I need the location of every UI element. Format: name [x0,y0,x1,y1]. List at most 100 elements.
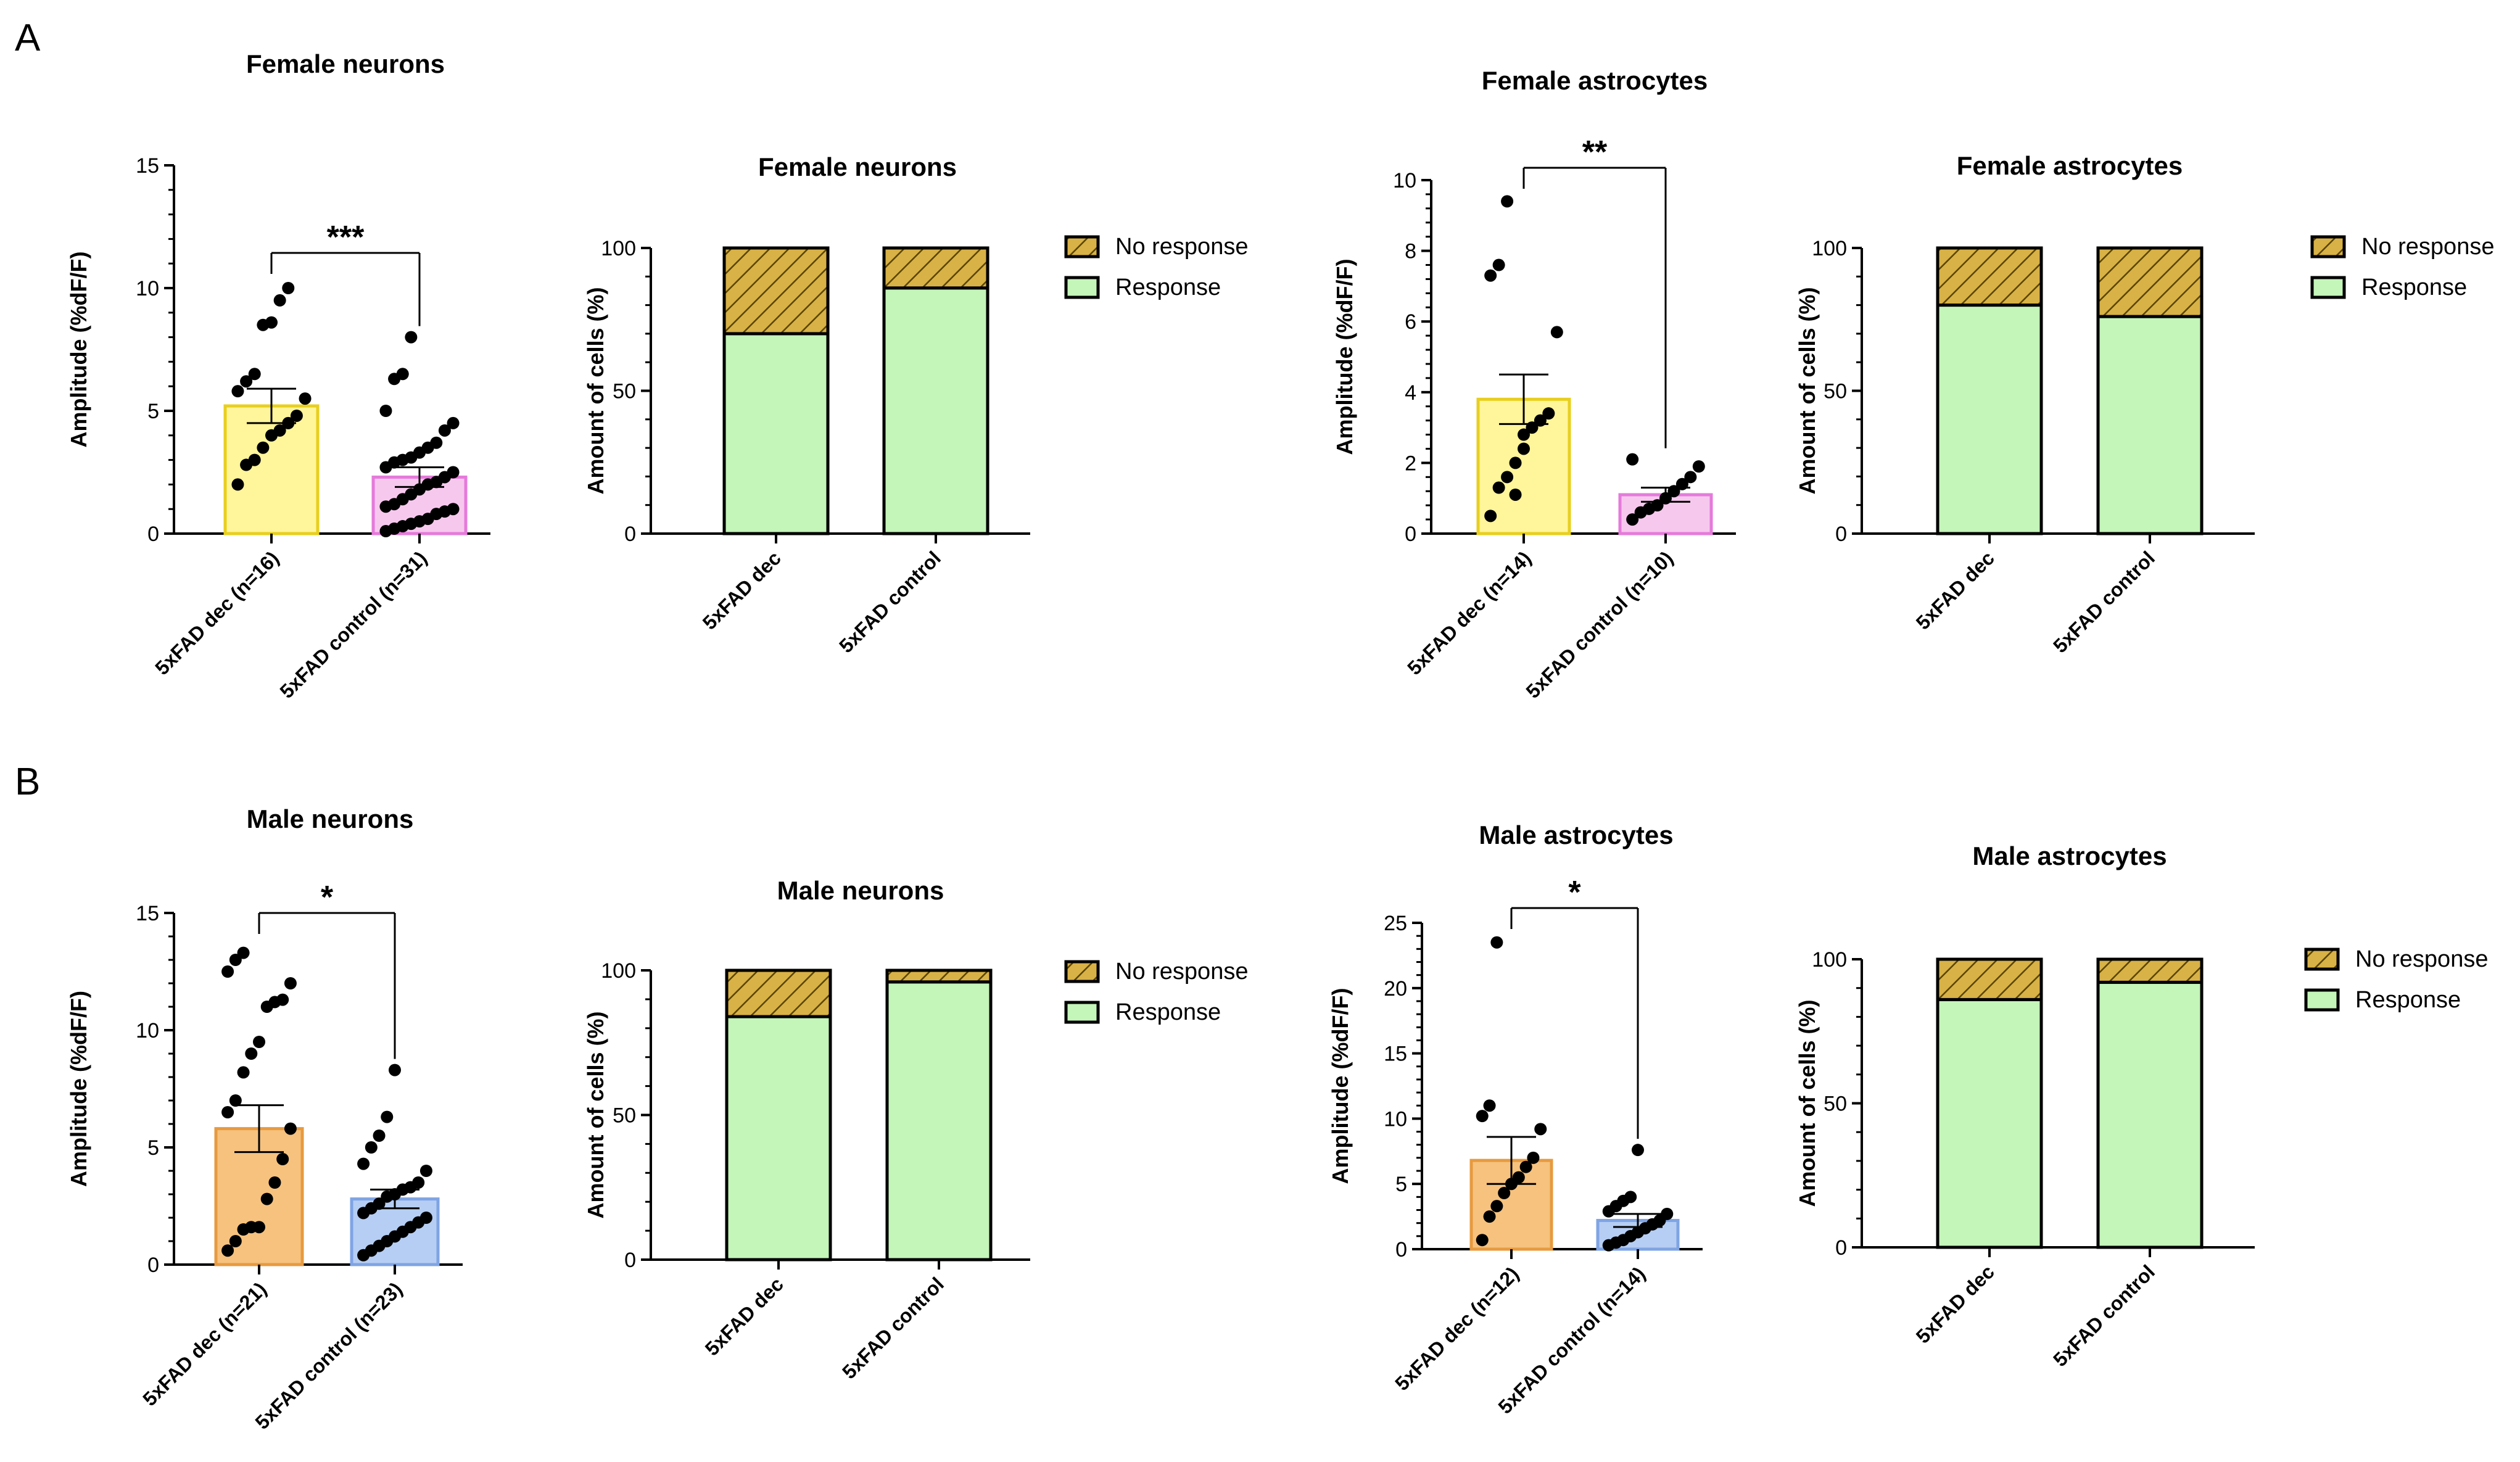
legend-swatch [2304,948,2340,971]
data-point [1490,936,1503,949]
data-point [1476,1234,1489,1247]
data-point [1483,1210,1496,1223]
data-point [265,316,278,329]
data-point [282,416,295,429]
bar-segment-no-response [1936,246,2043,307]
data-point [357,1157,370,1170]
data-point [229,1235,242,1247]
data-point [438,424,451,437]
data-point [1518,428,1530,441]
data-point [268,1176,281,1189]
legend-label: Response [2355,987,2461,1013]
data-point [1675,477,1688,490]
bar-segment-no-response [885,968,993,984]
data-point [389,1063,401,1076]
chart-2: Female neurons 0 50 100 Amount of cells (%) 5… [583,152,1248,657]
bar-segment-response [1936,304,2043,535]
charts-container: Female neurons 0 5 10 15 Amplitude (%dF/F) 5xF… [66,49,2494,1434]
y-axis-label: Amplitude (%dF/F) [66,252,91,448]
bar-segment-response [885,980,993,1262]
data-point [373,1197,386,1210]
chart-7: Male astrocytes 0 5 10 15 20 25 Amplitude (%dF/… [1328,820,1703,1418]
data-point [1501,195,1514,208]
chart-title: Female neurons [758,152,957,181]
y-tick-label: 10 [1393,169,1416,192]
y-tick-label: 10 [136,277,159,300]
chart-title: Female neurons [246,49,445,78]
legend-swatch [2310,235,2346,258]
panel-label-a: A [15,17,41,59]
legend-label: Response [2361,275,2467,300]
data-point [1626,513,1639,526]
chart-1: Female neurons 0 5 10 15 Amplitude (%dF/F) 5xF… [66,49,490,703]
y-tick-label: 100 [1812,948,1847,972]
bar-segment-response [882,286,989,535]
data-point [253,1221,265,1234]
data-point [231,385,244,398]
x-category-label: 5xFAD dec [698,547,785,634]
y-tick-label: 50 [613,380,636,403]
data-point [1684,471,1697,484]
data-point [1509,488,1522,501]
y-axis-label: Amplitude (%dF/F) [1328,988,1353,1184]
data-point [1534,1123,1547,1136]
data-point [231,478,244,491]
chart-title: Male astrocytes [1479,820,1673,849]
y-tick-label: 2 [1405,452,1416,475]
x-category-label: 5xFAD control [838,1273,948,1383]
significance-label: * [321,880,334,915]
y-tick-label: 15 [136,154,159,178]
x-category-label: 5xFAD control (n=10) [1522,547,1677,702]
data-point [240,375,253,388]
y-axis-label: Amount of cells (%) [1795,999,1820,1207]
x-category-label: 5xFAD control [835,547,945,657]
data-point [221,1244,234,1257]
y-tick-label: 100 [601,237,636,260]
data-point [1484,510,1497,522]
data-point [381,1110,394,1123]
data-point [273,294,286,307]
data-point [1626,453,1639,466]
x-category-label: 5xFAD control (n=31) [276,547,431,702]
data-point [1498,1187,1511,1200]
legend-label: No response [1115,234,1248,260]
data-point [273,424,286,437]
legend-swatch [2304,988,2340,1012]
x-category-label: 5xFAD dec (n=14) [1403,547,1535,679]
y-tick-label: 50 [1824,380,1847,403]
chart-8: Male astrocytes 0 50 100 Amount of cells (%)… [1795,841,2488,1371]
x-category-label: 5xFAD control [2049,1260,2159,1371]
y-tick-label: 0 [147,522,159,546]
y-tick-label: 50 [1824,1092,1847,1116]
legend-swatch [1064,1001,1100,1024]
legend-label: No response [1115,959,1248,985]
data-point [1492,481,1505,494]
data-point [1501,471,1514,484]
panel-label-b: B [15,761,40,803]
y-axis-label: Amount of cells (%) [583,1011,608,1218]
data-point [1484,269,1497,282]
data-point [1632,1144,1644,1157]
data-point [282,282,295,294]
data-point [1661,1207,1674,1220]
bar-segment-no-response [1936,957,2043,1001]
y-tick-label: 0 [1835,522,1847,546]
data-point [1651,499,1664,512]
bar-segment-no-response [2096,246,2204,318]
data-point [284,977,297,989]
x-category-label: 5xFAD dec (n=16) [151,547,283,679]
y-tick-label: 0 [1395,1238,1407,1262]
data-point [430,436,443,449]
y-axis-label: Amplitude (%dF/F) [1332,259,1357,455]
bar-segment-no-response [2096,957,2204,984]
data-point [447,503,460,516]
x-category-label: 5xFAD control [2049,547,2159,657]
data-point [1624,1191,1637,1204]
legend-swatch [2310,276,2346,299]
y-tick-label: 4 [1405,381,1416,405]
x-category-label: 5xFAD control (n=14) [1494,1262,1650,1418]
data-point [419,1212,432,1224]
legend-swatch [1064,276,1100,299]
data-point [290,409,303,422]
